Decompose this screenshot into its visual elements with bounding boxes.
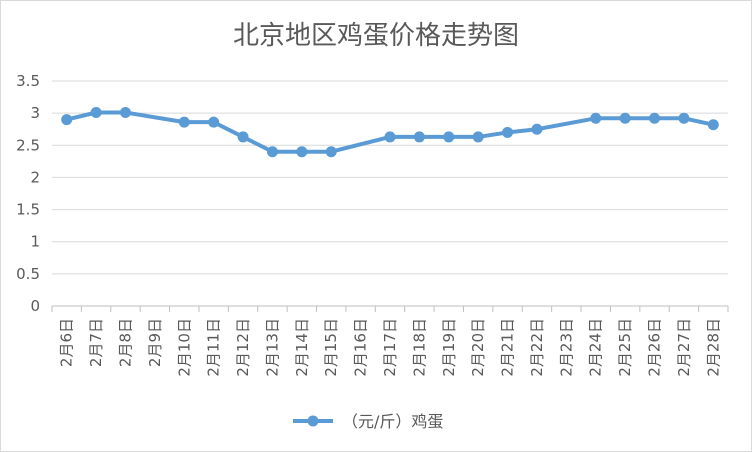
chart-title: 北京地区鸡蛋价格走势图 — [233, 21, 519, 51]
x-tick-label: 2月6日 — [58, 318, 76, 367]
x-tick-label: 2月17日 — [381, 318, 399, 377]
data-point — [208, 116, 220, 128]
x-tick-label: 2月16日 — [352, 318, 370, 377]
data-point — [619, 112, 631, 124]
data-point — [707, 119, 719, 131]
gridlines — [52, 80, 728, 307]
y-tick-label: 3.5 — [16, 72, 40, 90]
x-axis-ticks: 2月6日 2月7日 2月8日 2月9日 2月10日 2月11日 2月12日 2月13日 2月14… — [51, 306, 729, 377]
x-tick-label: 2月14日 — [293, 318, 311, 377]
series-group — [61, 107, 719, 158]
y-tick-label: 3 — [30, 104, 40, 122]
data-point — [119, 107, 131, 118]
x-tick-label: 2月19日 — [440, 318, 458, 377]
y-tick-label: 2.5 — [16, 136, 40, 154]
x-tick-label: 2月8日 — [116, 318, 134, 367]
data-point — [413, 131, 425, 143]
y-axis-ticks: 0 0.5 1 1.5 2 2.5 3 3.5 — [16, 72, 40, 315]
data-point — [61, 114, 73, 126]
data-point — [649, 112, 661, 124]
x-tick-label: 2月15日 — [322, 318, 340, 377]
x-tick-label: 2月21日 — [499, 318, 517, 377]
data-point — [443, 131, 455, 143]
y-tick-label: 1 — [30, 233, 40, 251]
legend-label: （元/斤）鸡蛋 — [342, 412, 443, 431]
y-tick-label: 2 — [30, 168, 40, 186]
data-point — [296, 146, 308, 158]
x-tick-label: 2月9日 — [146, 318, 164, 367]
legend: （元/斤）鸡蛋 — [293, 412, 443, 431]
data-point — [90, 107, 102, 118]
x-tick-label: 2月13日 — [263, 318, 281, 377]
x-tick-label: 2月12日 — [234, 318, 252, 377]
data-point — [531, 123, 543, 135]
y-tick-label: 0.5 — [16, 265, 40, 283]
data-point — [502, 126, 514, 138]
x-tick-label: 2月11日 — [205, 318, 223, 377]
data-point — [472, 131, 484, 143]
x-tick-label: 2月23日 — [557, 318, 575, 377]
x-tick-label: 2月10日 — [175, 318, 193, 377]
x-tick-label: 2月22日 — [528, 318, 546, 377]
x-tick-label: 2月27日 — [675, 318, 693, 377]
x-tick-label: 2月28日 — [704, 318, 722, 377]
data-point — [384, 131, 396, 143]
data-point — [266, 146, 278, 158]
legend-point-marker — [307, 415, 319, 427]
data-point — [178, 116, 190, 128]
x-tick-label: 2月24日 — [587, 318, 605, 377]
x-tick-label: 2月26日 — [646, 318, 664, 377]
data-point — [325, 146, 337, 158]
data-point — [590, 112, 602, 124]
y-tick-label: 0 — [30, 297, 40, 315]
x-tick-label: 2月25日 — [616, 318, 634, 377]
x-tick-label: 2月18日 — [410, 318, 428, 377]
data-point — [237, 131, 249, 143]
data-point — [678, 112, 690, 124]
x-tick-label: 2月20日 — [469, 318, 487, 377]
x-tick-label: 2月7日 — [87, 318, 105, 367]
y-tick-label: 1.5 — [16, 201, 40, 219]
